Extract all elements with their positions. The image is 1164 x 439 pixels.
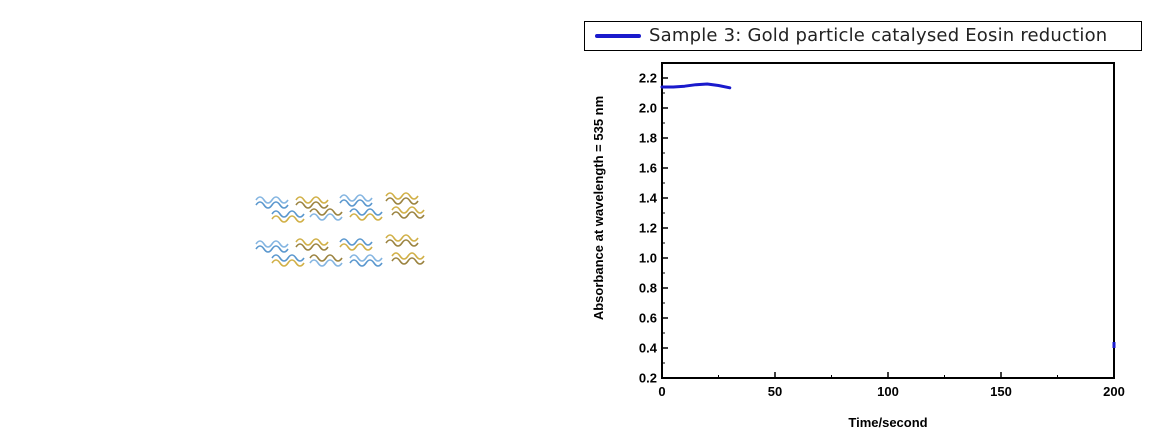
wave-stroke <box>391 211 425 219</box>
y-tick-label: 2.2 <box>639 71 657 86</box>
y-axis: 0.2 0.4 0.6 0.8 1.0 1.2 1.4 1.6 1.8 2.0 2.2 <box>639 71 668 386</box>
y-tick-label: 0.4 <box>639 341 658 356</box>
legend: Sample 3: Gold particle catalysed Eosin … <box>584 21 1142 51</box>
wave-stroke <box>295 196 329 204</box>
wave-stroke <box>271 215 305 223</box>
wave-stroke <box>349 254 383 262</box>
x-tick-label: 0 <box>658 384 665 399</box>
wave-stroke <box>309 208 343 216</box>
wave-stroke <box>339 238 373 246</box>
y-tick-label: 1.0 <box>639 251 657 266</box>
x-tick-label: 150 <box>990 384 1012 399</box>
wave-stroke <box>309 254 343 262</box>
wave-stroke <box>339 194 373 202</box>
x-axis: 0 50 100 150 200 <box>658 372 1125 399</box>
wave-stroke <box>349 213 383 221</box>
y-tick-label: 1.4 <box>639 191 658 206</box>
y-axis-label: Absorbance at wavelength = 535 nm <box>591 96 606 320</box>
x-axis-label: Time/second <box>848 415 927 430</box>
plot-frame <box>661 62 1115 379</box>
wave-stroke <box>309 259 343 267</box>
y-tick-label: 0.6 <box>639 311 657 326</box>
x-tick-label: 50 <box>768 384 782 399</box>
wave-stroke <box>255 196 289 204</box>
x-tick-label: 200 <box>1103 384 1125 399</box>
wave-stroke <box>255 240 289 248</box>
wave-stroke <box>339 199 373 207</box>
wave-stroke <box>385 192 419 200</box>
legend-swatch <box>595 34 641 38</box>
wave-stroke <box>255 245 289 253</box>
x-tick-label: 100 <box>877 384 899 399</box>
wave-stroke <box>385 197 419 205</box>
y-tick-label: 0.2 <box>639 371 657 386</box>
wave-stroke <box>339 243 373 251</box>
y-tick-label: 1.8 <box>639 131 657 146</box>
wave-stroke <box>271 259 305 267</box>
data-point <box>1112 342 1116 348</box>
wave-stroke <box>391 252 425 260</box>
y-tick-label: 1.6 <box>639 161 657 176</box>
y-tick-label: 1.2 <box>639 221 657 236</box>
wave-stroke <box>309 213 343 221</box>
wave-stroke <box>271 254 305 262</box>
wave-stroke <box>385 239 419 247</box>
y-tick-label: 0.8 <box>639 281 657 296</box>
y-tick-label: 2.0 <box>639 101 657 116</box>
wave-stroke <box>349 208 383 216</box>
wave-stroke <box>255 201 289 209</box>
wavy-lines-graphic <box>255 192 425 267</box>
wave-stroke <box>385 234 419 242</box>
legend-entry-label: Sample 3: Gold particle catalysed Eosin … <box>649 25 1108 46</box>
wave-stroke <box>391 257 425 265</box>
wave-stroke <box>349 259 383 267</box>
series-line <box>660 82 732 90</box>
series-group <box>660 82 1116 348</box>
wave-stroke <box>391 206 425 214</box>
wave-stroke <box>295 243 329 251</box>
wave-stroke <box>271 210 305 218</box>
wave-stroke <box>295 238 329 246</box>
wave-stroke <box>295 201 329 209</box>
